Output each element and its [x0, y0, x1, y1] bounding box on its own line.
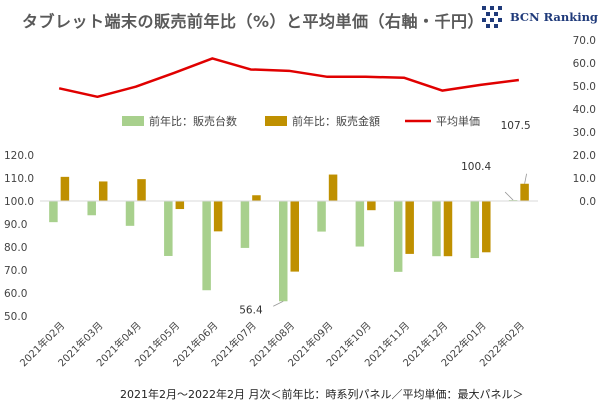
bar-amount	[252, 195, 261, 201]
bar-amount	[213, 201, 223, 232]
legend: 前年比：販売台数 前年比：販売金額 平均単価	[122, 114, 480, 128]
right-tick-label: 70.0	[573, 35, 596, 47]
data-label: 56.4	[239, 304, 263, 316]
bar-units	[317, 201, 326, 232]
right-tick-label: 0.0	[579, 196, 596, 208]
left-tick-label: 110.0	[4, 173, 34, 185]
bar-units	[87, 201, 96, 216]
bar-amount	[290, 201, 299, 272]
left-tick-label: 120.0	[4, 150, 34, 162]
bar-amount	[98, 181, 108, 201]
data-label-leader	[524, 173, 527, 184]
bcn-logo: BCN Ranking	[480, 4, 598, 32]
bar-units	[393, 201, 403, 272]
right-tick-label: 40.0	[573, 104, 596, 116]
bar-amount	[367, 201, 376, 211]
bar-units	[470, 201, 480, 259]
data-label: 107.5	[501, 120, 531, 132]
data-label: 100.4	[461, 161, 491, 173]
bar-amount	[405, 201, 414, 254]
bar-amount	[137, 179, 146, 201]
left-axis: 50.0 60.0 70.0 80.0 90.0 100.0 110.0 120.0	[4, 150, 34, 323]
bar-units	[125, 201, 135, 226]
footnote: 2021年2月～2022年2月 月次＜前年比：時系列パネル／平均単価：最大パネル…	[120, 388, 524, 401]
price-line-series	[58, 57, 520, 99]
legend-label: 平均単価	[436, 114, 480, 128]
bar-units	[432, 201, 441, 257]
left-tick-label: 70.0	[4, 265, 27, 277]
right-tick-label: 10.0	[573, 173, 596, 185]
left-tick-label: 80.0	[4, 242, 27, 254]
bcn-logo-icon	[482, 6, 502, 28]
logo-text: BCN Ranking	[510, 10, 598, 24]
x-axis: 2021年02月2021年03月2021年04月2021年05月2021年06月…	[17, 319, 527, 369]
legend-swatch	[122, 116, 144, 126]
data-label-leader	[273, 300, 284, 307]
right-tick-label: 30.0	[573, 127, 596, 139]
data-labels: 56.4 100.4 107.5	[239, 120, 530, 317]
right-tick-label: 50.0	[573, 81, 596, 93]
right-tick-label: 60.0	[573, 58, 596, 70]
bar-series	[49, 174, 529, 302]
right-tick-label: 20.0	[573, 150, 596, 162]
bar-units	[164, 201, 173, 256]
left-tick-label: 100.0	[4, 196, 34, 208]
bar-amount	[520, 183, 529, 201]
bar-units	[279, 201, 288, 302]
bar-units	[202, 201, 211, 291]
legend-label: 前年比：販売台数	[149, 114, 237, 128]
legend-swatch	[265, 116, 287, 126]
left-tick-label: 50.0	[4, 311, 27, 323]
chart-title: タブレット端末の販売前年比（%）と平均単価（右軸・千円）	[22, 12, 485, 31]
left-tick-label: 60.0	[4, 288, 27, 300]
bar-amount	[328, 174, 338, 201]
bar-amount	[175, 201, 185, 210]
bar-units	[49, 201, 58, 223]
bar-amount	[482, 201, 491, 253]
legend-label: 前年比：販売金額	[292, 114, 380, 128]
bar-amount	[60, 176, 70, 201]
data-label-leader	[504, 191, 514, 201]
bar-units	[355, 201, 365, 247]
right-axis: 0.0 10.0 20.0 30.0 40.0 50.0 60.0 70.0	[573, 35, 596, 208]
price-line	[58, 57, 520, 99]
left-tick-label: 90.0	[4, 219, 27, 231]
bar-amount	[443, 201, 453, 257]
bar-units	[240, 201, 250, 248]
